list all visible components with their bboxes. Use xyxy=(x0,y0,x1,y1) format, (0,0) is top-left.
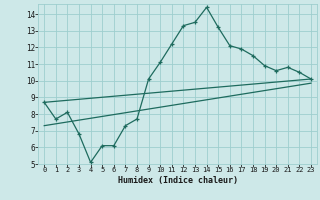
X-axis label: Humidex (Indice chaleur): Humidex (Indice chaleur) xyxy=(118,176,238,185)
